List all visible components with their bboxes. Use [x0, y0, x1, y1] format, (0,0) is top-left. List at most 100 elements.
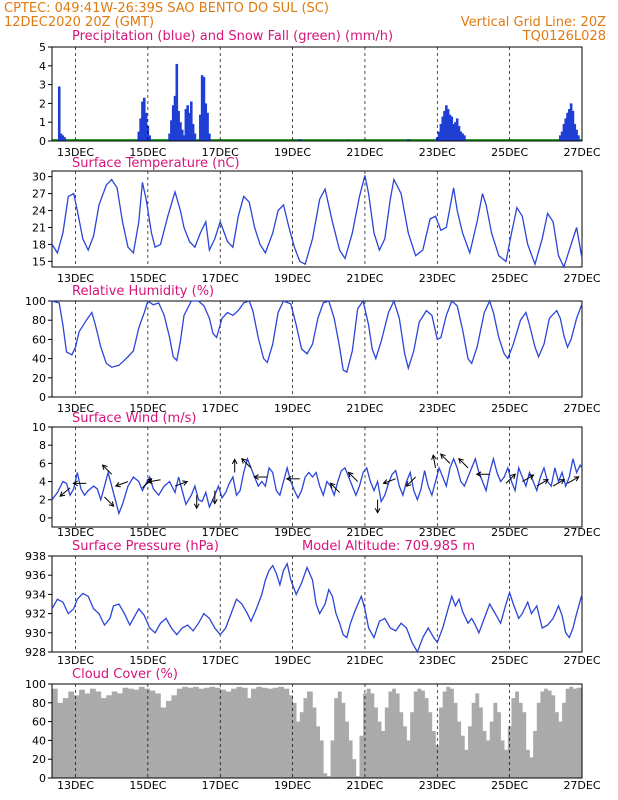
y-tick-label: 4 — [39, 476, 46, 489]
precip-bar — [461, 133, 464, 141]
precip-bar — [188, 112, 191, 141]
cloud-cover-bar — [144, 688, 150, 778]
y-tick-label: 938 — [25, 550, 46, 563]
wind-arrow — [567, 476, 580, 484]
cloud-cover-bar — [198, 688, 205, 778]
cloud-cover-bar — [576, 687, 583, 778]
panel-title: Surface Pressure (hPa) — [72, 539, 219, 554]
cloud-cover-bar — [299, 712, 304, 778]
cloud-cover-bar — [493, 702, 498, 778]
cloud-cover-bar — [214, 687, 221, 778]
x-tick-label: 13DEC — [57, 272, 94, 285]
y-tick-label: 2 — [39, 494, 46, 507]
cloud-cover-bar — [457, 721, 462, 778]
cloud-cover-bar — [89, 688, 96, 778]
wind-arrow-head — [382, 479, 389, 485]
cloud-cover-bar — [525, 749, 530, 778]
cloud-cover-bar — [384, 707, 389, 778]
cloud-cover-bar — [453, 702, 458, 778]
cloud-cover-bar — [79, 689, 85, 778]
precip-bar — [443, 110, 446, 141]
wind-arrow — [104, 496, 115, 507]
precip-bar — [463, 135, 466, 141]
precip-bar — [175, 63, 179, 141]
precip-bar — [575, 129, 578, 141]
cloud-cover-bar — [496, 712, 501, 778]
cloud-cover-bar — [278, 686, 284, 778]
precip-bar — [204, 103, 208, 141]
cloud-cover-bar — [122, 687, 129, 778]
y-tick-label: 100 — [25, 678, 46, 691]
precip-bar — [177, 110, 180, 141]
precip-bar — [193, 133, 197, 141]
wind-arrow-head — [458, 457, 464, 464]
x-tick-label: 17DEC — [202, 272, 239, 285]
wind-arrow-head — [405, 481, 412, 487]
x-tick-label: 19DEC — [274, 526, 311, 539]
x-tick-label: 23DEC — [419, 779, 456, 792]
wind-arrow — [383, 478, 396, 484]
precip-bar — [407, 139, 410, 141]
precip-bar — [171, 105, 175, 141]
wind-arrow — [505, 473, 516, 484]
cloud-cover-bar — [292, 702, 297, 778]
x-tick-label: 13DEC — [57, 146, 94, 159]
cloud-cover-bar — [160, 707, 167, 778]
cloud-cover-bar — [100, 698, 107, 778]
cloud-cover-bar — [489, 721, 494, 778]
series-line — [51, 175, 583, 269]
cloud-cover-bar — [381, 731, 386, 778]
precip-bar — [184, 109, 188, 141]
cloud-cover-bar — [471, 702, 476, 778]
header-date: 12DEC2020 20Z (GMT) — [4, 15, 154, 30]
cloud-cover-bar — [388, 691, 393, 778]
precip-bar — [446, 109, 450, 141]
precip-bar — [137, 131, 141, 141]
precip-bar — [562, 124, 566, 141]
wind-arrow-head — [231, 458, 238, 465]
precip-bar — [452, 124, 455, 141]
precip-bar — [186, 105, 189, 141]
x-tick-label: 23DEC — [419, 402, 456, 415]
cloud-cover-bar — [95, 691, 102, 778]
precip-bar — [206, 112, 209, 141]
precip-bar — [148, 135, 151, 141]
wind-arrow — [432, 455, 436, 468]
precip-bar — [568, 109, 571, 141]
cloud-cover-bar — [52, 688, 58, 778]
precip-bar — [454, 122, 457, 141]
y-tick-label: 100 — [25, 295, 46, 308]
cloud-cover-bar — [149, 690, 156, 778]
cloud-cover-bar — [352, 759, 357, 778]
x-tick-label: 21DEC — [346, 654, 383, 667]
cloud-cover-bar — [529, 757, 534, 778]
wind-arrow-head — [211, 499, 218, 505]
cloud-cover-bar — [272, 687, 279, 778]
precip-bar — [199, 114, 202, 141]
wind-arrow — [522, 474, 534, 482]
panel-2: 13DEC 15DEC 17DEC 19DEC 21DEC 23DEC 25DEC 27DEC… — [32, 156, 601, 285]
wind-arrow — [147, 479, 161, 483]
cloud-cover-bar — [504, 749, 509, 778]
x-tick-label: 27DEC — [563, 654, 600, 667]
precip-bar — [455, 118, 459, 141]
y-tick-label: 2 — [39, 97, 46, 110]
wind-arrow-head — [59, 491, 66, 497]
precip-bar — [144, 112, 148, 141]
wind-arrow-head — [253, 474, 259, 480]
x-tick-label: 17DEC — [202, 526, 239, 539]
cloud-cover-bar — [363, 693, 368, 778]
panel-5: 13DEC 15DEC 17DEC 19DEC 21DEC 23DEC 25DEC 27DEC… — [25, 539, 601, 667]
x-tick-label: 27DEC — [563, 402, 600, 415]
x-tick-label: 19DEC — [274, 402, 311, 415]
cloud-cover-bar — [569, 686, 574, 778]
header-run: TQ0126L028 — [522, 29, 606, 44]
panel-frame — [51, 555, 583, 653]
wind-arrow — [174, 481, 188, 487]
wind-arrow-head — [510, 473, 516, 480]
x-tick-label: 19DEC — [274, 146, 311, 159]
precip-bar — [191, 124, 195, 141]
cloud-cover-bar — [392, 688, 396, 778]
precip-bar — [202, 77, 206, 141]
